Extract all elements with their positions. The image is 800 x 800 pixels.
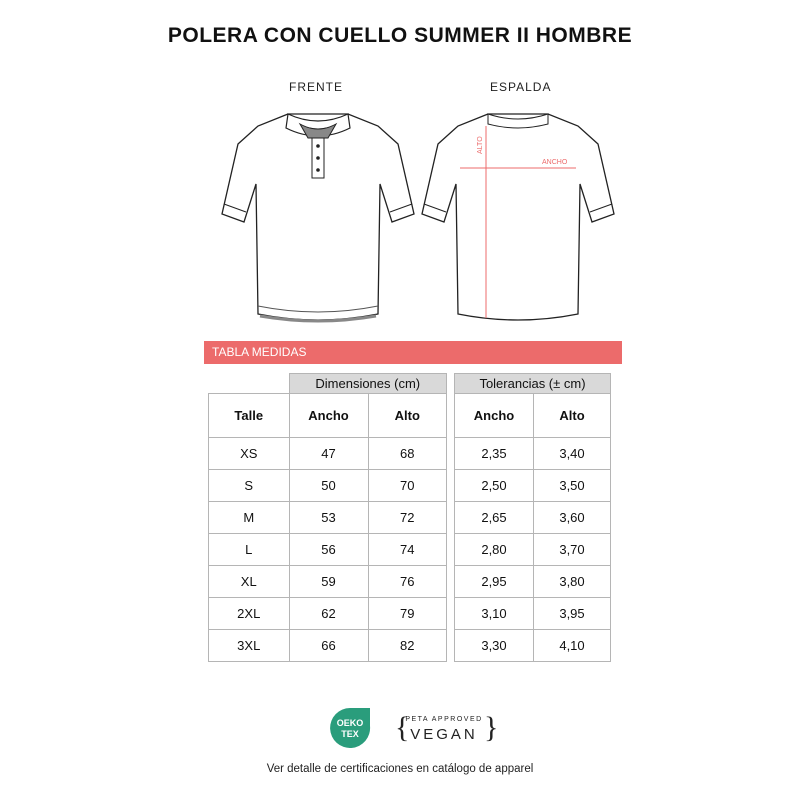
tolerances-table: Tolerancias (± cm) Ancho Alto 2,35 3,40 2,… [454,373,611,662]
table-cell: 2,50 [454,469,534,502]
table-cell: 3XL [208,629,290,662]
back-view-label: ESPALDA [490,80,552,94]
table-cell: 82 [367,629,447,662]
table-cell: XS [208,437,290,470]
svg-text:OEKO: OEKO [337,718,364,728]
svg-text:{: { [395,711,409,744]
table-row: S 50 70 [208,469,447,502]
col-tol-height: Alto [533,393,611,438]
table-cell: 50 [288,469,369,502]
table-row: 2,95 3,80 [454,565,611,598]
table-cell: 3,10 [454,597,534,630]
table-cell: 53 [288,501,369,534]
dimensions-header: Dimensiones (cm) [288,373,447,394]
table-row: M 53 72 [208,501,447,534]
table-row: XS 47 68 [208,437,447,470]
table-cell: 72 [367,501,447,534]
svg-text:}: } [484,711,496,744]
table-row: 3,10 3,95 [454,597,611,630]
shirt-front-drawing [221,113,415,323]
table-cell: 2XL [208,597,290,630]
table-cell: 3,50 [533,469,611,502]
table-cell: 3,30 [454,629,534,662]
table-row: 3XL 66 82 [208,629,447,662]
oeko-tex-logo: OEKO TEX [330,708,371,748]
col-tol-width: Ancho [454,393,534,438]
table-row: 2,80 3,70 [454,533,611,566]
table-row: XL 59 76 [208,565,447,598]
table-cell: M [208,501,290,534]
table-cell: 59 [288,565,369,598]
table-cell: 47 [288,437,369,470]
table-cell: 79 [367,597,447,630]
table-cell: 4,10 [533,629,611,662]
dimensions-table: Dimensiones (cm) Talle Ancho Alto XS 47 68… [208,373,447,662]
table-cell: 3,80 [533,565,611,598]
table-cell: 74 [367,533,447,566]
table-cell: 3,40 [533,437,611,470]
table-cell: 2,35 [454,437,534,470]
table-row: 3,30 4,10 [454,629,611,662]
table-cell: 3,95 [533,597,611,630]
height-annotation: ALTO [477,136,484,154]
col-width: Ancho [288,393,369,438]
table-cell: 62 [288,597,369,630]
table-cell: 70 [367,469,447,502]
table-cell: XL [208,565,290,598]
table-cell: L [208,533,290,566]
table-cell: 66 [288,629,369,662]
tolerances-header: Tolerancias (± cm) [454,373,611,394]
table-row: 2,35 3,40 [454,437,611,470]
table-cell: 3,60 [533,501,611,534]
table-cell: S [208,469,290,502]
shirt-back-drawing: ALTO ANCHO [421,113,615,321]
table-row: L 56 74 [208,533,447,566]
front-view-label: FRENTE [289,80,343,94]
table-row: 2XL 62 79 [208,597,447,630]
svg-text:VEGAN: VEGAN [410,726,478,743]
section-banner: TABLA MEDIDAS [204,341,622,364]
table-cell: 76 [367,565,447,598]
certifications-note: Ver detalle de certificaciones en catálo… [266,763,534,775]
table-cell: 56 [288,533,369,566]
table-row: 2,65 3,60 [454,501,611,534]
width-annotation: ANCHO [542,159,568,166]
table-row: 2,50 3,50 [454,469,611,502]
peta-vegan-logo: { } PETA APPROVED VEGAN [395,711,496,744]
svg-text:TEX: TEX [341,729,359,739]
table-cell: 2,95 [454,565,534,598]
table-cell: 68 [367,437,447,470]
svg-text:PETA APPROVED: PETA APPROVED [405,716,482,723]
col-size: Talle [208,393,290,438]
page-title: POLERA CON CUELLO SUMMER II HOMBRE [167,24,633,47]
col-height: Alto [367,393,447,438]
table-cell: 2,80 [454,533,534,566]
table-cell: 3,70 [533,533,611,566]
table-cell: 2,65 [454,501,534,534]
